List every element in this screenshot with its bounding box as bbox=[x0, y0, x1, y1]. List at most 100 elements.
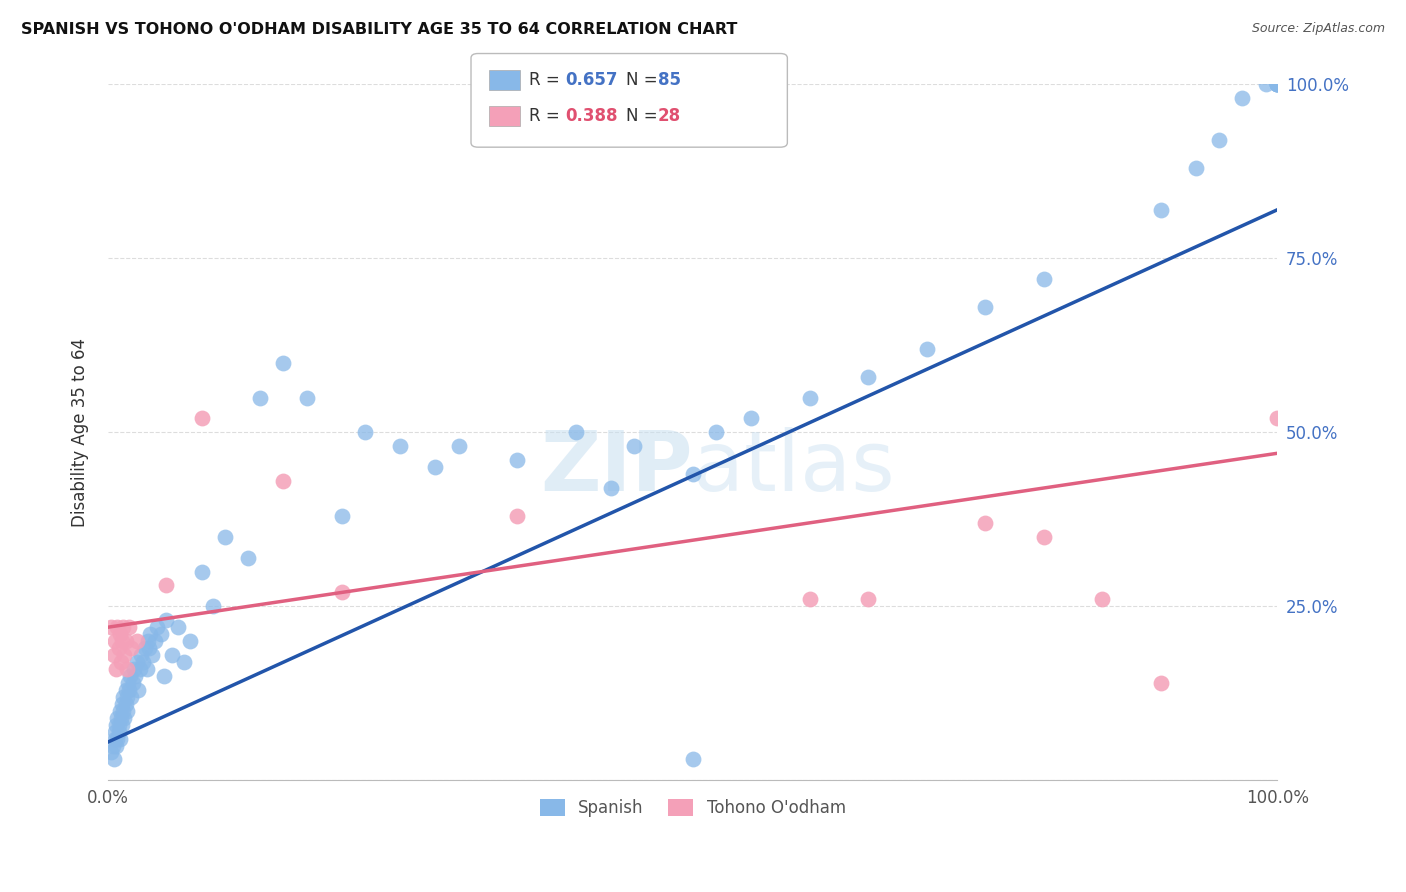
Point bbox=[682, 467, 704, 482]
Point bbox=[120, 690, 142, 704]
Point bbox=[108, 731, 131, 746]
Point bbox=[179, 634, 201, 648]
Point bbox=[122, 662, 145, 676]
Text: N =: N = bbox=[626, 71, 662, 89]
Point bbox=[117, 676, 139, 690]
Text: atlas: atlas bbox=[693, 426, 894, 508]
Point bbox=[506, 508, 529, 523]
Point bbox=[110, 655, 132, 669]
Point bbox=[1267, 411, 1289, 425]
Point bbox=[162, 648, 184, 662]
Point bbox=[100, 746, 122, 760]
Point bbox=[1032, 272, 1054, 286]
Point bbox=[153, 669, 176, 683]
Point bbox=[104, 724, 127, 739]
Text: Source: ZipAtlas.com: Source: ZipAtlas.com bbox=[1251, 22, 1385, 36]
Point bbox=[623, 439, 645, 453]
Point bbox=[682, 752, 704, 766]
Point bbox=[330, 508, 353, 523]
Text: R =: R = bbox=[529, 107, 565, 125]
Point bbox=[974, 516, 997, 530]
Point bbox=[273, 356, 295, 370]
Text: 85: 85 bbox=[658, 71, 681, 89]
Point bbox=[105, 731, 128, 746]
Point bbox=[1267, 78, 1289, 92]
Point bbox=[112, 620, 135, 634]
Point bbox=[565, 425, 588, 440]
Point bbox=[447, 439, 470, 453]
Text: 28: 28 bbox=[658, 107, 681, 125]
Point bbox=[155, 613, 177, 627]
Text: SPANISH VS TOHONO O'ODHAM DISABILITY AGE 35 TO 64 CORRELATION CHART: SPANISH VS TOHONO O'ODHAM DISABILITY AGE… bbox=[21, 22, 738, 37]
Legend: Spanish, Tohono O'odham: Spanish, Tohono O'odham bbox=[533, 793, 852, 824]
Point bbox=[115, 662, 138, 676]
Point bbox=[108, 627, 131, 641]
Point bbox=[1267, 78, 1289, 92]
Point bbox=[134, 641, 156, 656]
Point bbox=[136, 634, 159, 648]
Point bbox=[143, 634, 166, 648]
Point bbox=[915, 342, 938, 356]
Point bbox=[110, 711, 132, 725]
Point bbox=[103, 752, 125, 766]
Point bbox=[704, 425, 727, 440]
Point bbox=[124, 669, 146, 683]
Text: 0.388: 0.388 bbox=[565, 107, 617, 125]
Point bbox=[107, 724, 129, 739]
Point bbox=[115, 704, 138, 718]
Point bbox=[1149, 676, 1171, 690]
Point bbox=[118, 620, 141, 634]
Point bbox=[425, 460, 447, 475]
Point bbox=[105, 717, 128, 731]
Point bbox=[118, 682, 141, 697]
Point bbox=[799, 592, 821, 607]
Y-axis label: Disability Age 35 to 64: Disability Age 35 to 64 bbox=[72, 338, 89, 527]
Point bbox=[190, 411, 212, 425]
Point bbox=[121, 676, 143, 690]
Point bbox=[100, 620, 122, 634]
Point bbox=[105, 620, 128, 634]
Point bbox=[1184, 161, 1206, 175]
Text: ZIP: ZIP bbox=[540, 426, 693, 508]
Point bbox=[111, 697, 134, 711]
Point bbox=[155, 578, 177, 592]
Point bbox=[105, 711, 128, 725]
Point bbox=[115, 690, 138, 704]
Point bbox=[1032, 530, 1054, 544]
Point bbox=[354, 425, 377, 440]
Point bbox=[112, 704, 135, 718]
Point bbox=[139, 627, 162, 641]
Point bbox=[599, 481, 621, 495]
Point bbox=[120, 641, 142, 656]
Point bbox=[799, 391, 821, 405]
Point bbox=[111, 634, 134, 648]
Point bbox=[129, 648, 152, 662]
Point bbox=[740, 411, 762, 425]
Point bbox=[127, 682, 149, 697]
Point bbox=[104, 634, 127, 648]
Text: N =: N = bbox=[626, 107, 662, 125]
Point bbox=[101, 739, 124, 753]
Point bbox=[105, 739, 128, 753]
Point bbox=[127, 634, 149, 648]
Point bbox=[114, 682, 136, 697]
Point bbox=[107, 717, 129, 731]
Point bbox=[146, 620, 169, 634]
Point bbox=[1149, 202, 1171, 217]
Point bbox=[120, 669, 142, 683]
Point bbox=[112, 648, 135, 662]
Point bbox=[295, 391, 318, 405]
Point bbox=[141, 648, 163, 662]
Point bbox=[138, 641, 160, 656]
Point bbox=[190, 565, 212, 579]
Text: 0.657: 0.657 bbox=[565, 71, 617, 89]
Point bbox=[103, 648, 125, 662]
Point bbox=[111, 717, 134, 731]
Point bbox=[238, 550, 260, 565]
Point bbox=[127, 655, 149, 669]
Point bbox=[107, 641, 129, 656]
Point bbox=[105, 662, 128, 676]
Point bbox=[167, 620, 190, 634]
Point bbox=[114, 634, 136, 648]
Point bbox=[974, 300, 997, 314]
